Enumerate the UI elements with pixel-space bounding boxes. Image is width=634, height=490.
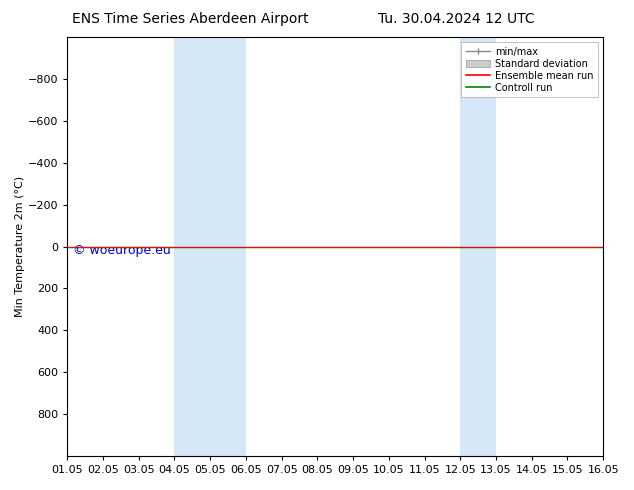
Y-axis label: Min Temperature 2m (°C): Min Temperature 2m (°C) [15,176,25,317]
Text: © woeurope.eu: © woeurope.eu [73,245,171,257]
Bar [210,37,246,456]
Legend: min/max, Standard deviation, Ensemble mean run, Controll run: min/max, Standard deviation, Ensemble me… [461,42,598,98]
Text: ENS Time Series Aberdeen Airport: ENS Time Series Aberdeen Airport [72,12,309,26]
Bar [174,37,210,456]
Bar [460,37,496,456]
Text: Tu. 30.04.2024 12 UTC: Tu. 30.04.2024 12 UTC [378,12,535,26]
